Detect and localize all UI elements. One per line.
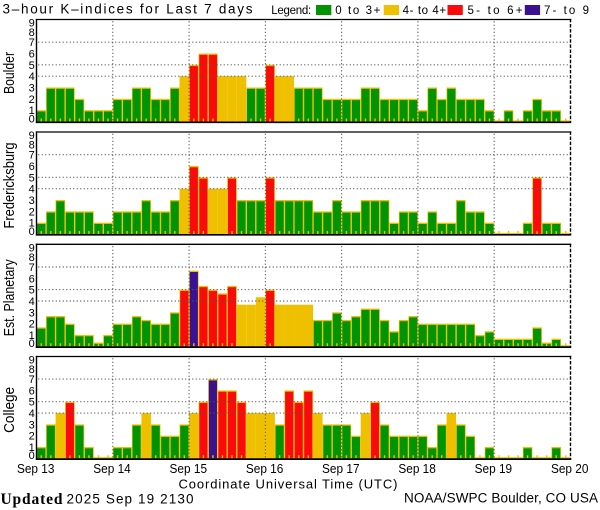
svg-text:Coordinate Universal Time (UTC: Coordinate Universal Time (UTC) <box>179 476 398 491</box>
svg-text:0: 0 <box>29 338 35 350</box>
svg-text:7- to 9: 7- to 9 <box>544 5 589 17</box>
svg-text:2: 2 <box>29 206 35 218</box>
svg-text:College: College <box>2 387 18 433</box>
svg-text:6: 6 <box>29 49 35 61</box>
svg-text:2: 2 <box>29 431 35 443</box>
svg-text:3: 3 <box>29 419 35 431</box>
svg-text:4- to 4+: 4- to 4+ <box>403 5 447 17</box>
svg-text:4: 4 <box>29 408 35 420</box>
svg-text:3: 3 <box>29 83 35 95</box>
svg-text:3: 3 <box>29 307 35 319</box>
svg-text:5: 5 <box>29 60 35 72</box>
svg-text:2: 2 <box>29 94 35 106</box>
svg-text:5: 5 <box>29 397 35 409</box>
svg-text:9: 9 <box>29 18 35 30</box>
svg-text:7: 7 <box>29 37 35 49</box>
svg-text:9: 9 <box>29 355 35 367</box>
svg-text:7: 7 <box>29 150 35 162</box>
svg-text:0: 0 <box>29 226 35 238</box>
svg-text:2: 2 <box>29 319 35 331</box>
svg-text:Sep 15: Sep 15 <box>170 462 208 476</box>
svg-text:1: 1 <box>29 442 35 454</box>
svg-text:0: 0 <box>29 113 35 125</box>
svg-text:Sep 20: Sep 20 <box>551 462 589 476</box>
svg-text:3: 3 <box>29 195 35 207</box>
svg-text:8: 8 <box>29 364 35 376</box>
svg-text:Updated: Updated <box>1 491 63 508</box>
svg-text:Est. Planetary: Est. Planetary <box>2 259 18 337</box>
svg-text:8: 8 <box>29 27 35 39</box>
svg-text:NOAA/SWPC Boulder, CO USA: NOAA/SWPC Boulder, CO USA <box>404 491 598 506</box>
svg-text:4: 4 <box>29 184 35 196</box>
svg-text:7: 7 <box>29 262 35 274</box>
svg-text:5- to 6+: 5- to 6+ <box>468 5 523 17</box>
svg-text:4: 4 <box>29 71 35 83</box>
svg-text:6: 6 <box>29 161 35 173</box>
svg-text:1: 1 <box>29 330 35 342</box>
svg-text:Sep 14: Sep 14 <box>93 462 131 476</box>
svg-text:8: 8 <box>29 252 35 264</box>
svg-text:3–hour K–indices for Last 7 da: 3–hour K–indices for Last 7 days <box>3 1 253 16</box>
svg-text:Legend:: Legend: <box>271 5 311 17</box>
svg-text:Sep 19: Sep 19 <box>475 462 513 476</box>
svg-text:5: 5 <box>29 285 35 297</box>
svg-text:1: 1 <box>29 105 35 117</box>
svg-text:2025 Sep 19 2130: 2025 Sep 19 2130 <box>67 492 194 507</box>
svg-text:0: 0 <box>29 450 35 462</box>
svg-text:6: 6 <box>29 385 35 397</box>
svg-text:Sep 16: Sep 16 <box>246 462 284 476</box>
svg-text:Fredericksburg: Fredericksburg <box>2 143 18 229</box>
svg-text:7: 7 <box>29 374 35 386</box>
svg-text:Sep 17: Sep 17 <box>322 462 360 476</box>
svg-text:6: 6 <box>29 273 35 285</box>
svg-text:Sep 18: Sep 18 <box>398 462 436 476</box>
svg-text:9: 9 <box>29 130 35 142</box>
svg-text:5: 5 <box>29 172 35 184</box>
svg-text:Sep 13: Sep 13 <box>17 462 55 476</box>
svg-text:9: 9 <box>29 242 35 254</box>
svg-text:8: 8 <box>29 140 35 152</box>
svg-text:4: 4 <box>29 296 35 308</box>
svg-text:Boulder: Boulder <box>2 52 18 94</box>
svg-text:1: 1 <box>29 218 35 230</box>
